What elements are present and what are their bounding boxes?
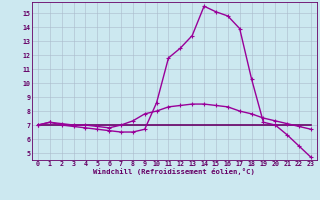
X-axis label: Windchill (Refroidissement éolien,°C): Windchill (Refroidissement éolien,°C)	[93, 168, 255, 175]
